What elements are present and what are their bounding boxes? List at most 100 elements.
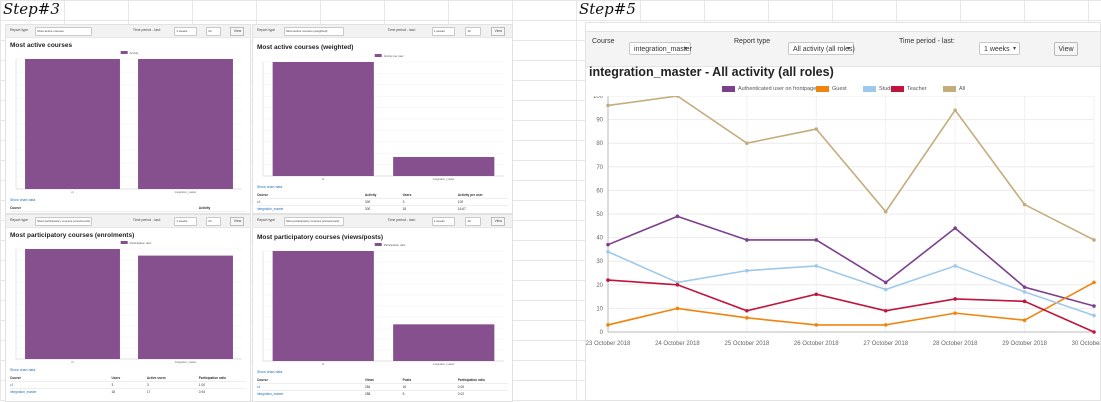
x-tick-label: 29 October 2018 — [1002, 341, 1047, 347]
report-type-select[interactable]: Most participatory courses (enrolments) — [35, 217, 92, 226]
course-select[interactable]: integration_master ▾ — [629, 42, 692, 55]
table-cell: 100 — [457, 200, 464, 204]
table-cell: 288 — [364, 392, 371, 396]
report-type-label: Report type — [257, 28, 276, 32]
bar — [138, 255, 233, 359]
view-button[interactable]: View — [491, 27, 506, 36]
course-label: Course — [592, 38, 615, 45]
view-button[interactable]: View — [230, 217, 245, 226]
series-line — [606, 278, 1096, 334]
data-point — [1092, 313, 1096, 318]
bar — [25, 59, 120, 189]
data-point — [675, 96, 680, 98]
data-table: Course Views Posts Participation ratio c1 284… — [257, 377, 508, 397]
x-tick-label: c1 — [71, 190, 74, 194]
report-controls-bar: Report type Most participatory courses (e… — [6, 215, 250, 228]
limit-select[interactable]: 10 — [206, 27, 222, 36]
course-link[interactable]: c1 — [10, 383, 14, 387]
table-cell: 3 — [111, 383, 114, 387]
column-header: Course — [257, 193, 268, 197]
course-link[interactable]: integration_master — [10, 390, 37, 394]
x-tick-label: integration_master — [433, 362, 455, 366]
series-path — [607, 279, 1095, 333]
x-tick-label: c1 — [322, 177, 325, 181]
table-cell: 18 — [402, 207, 407, 211]
column-header: Views — [364, 378, 374, 382]
data-point — [1022, 290, 1027, 294]
data-point — [1022, 202, 1027, 207]
chart-title: Most participatory courses (views/posts) — [257, 234, 384, 241]
limit-select[interactable]: 10 — [206, 217, 222, 226]
limit-select[interactable]: 10 — [465, 27, 482, 36]
data-point — [883, 287, 888, 292]
time-period-label: Time period - last: — [387, 28, 416, 32]
table-cell: 0.06 — [457, 385, 465, 389]
legend-swatch — [374, 243, 382, 246]
data-point — [814, 323, 819, 327]
legend-swatch — [120, 51, 128, 54]
data-point — [883, 323, 888, 327]
table-cell: 0.02 — [457, 392, 465, 396]
course-link[interactable]: c1 — [257, 385, 261, 389]
data-point — [606, 103, 610, 108]
bar — [272, 251, 374, 361]
page-title: integration_master - All activity (all r… — [589, 65, 834, 79]
y-tick-label: 70 — [596, 165, 603, 171]
data-point — [1092, 330, 1096, 334]
table-header: Course Views Posts Participation ratio — [257, 377, 508, 383]
data-point — [883, 308, 888, 313]
table-cell: 16.67 — [457, 207, 466, 211]
time-period-label: Time period - last: — [132, 218, 161, 222]
column-header: Course — [10, 206, 21, 210]
show-chart-data-link[interactable]: Show chart data — [257, 185, 283, 189]
time-period-select[interactable]: 1 weeks — [431, 217, 456, 226]
series-path — [607, 281, 1095, 326]
data-point — [1022, 318, 1027, 322]
table-cell: 284 — [364, 385, 371, 389]
table-header: Course Activity — [10, 205, 246, 211]
x-tick-label: c1 — [71, 360, 74, 364]
legend-label: Participation ratio — [130, 241, 152, 245]
show-chart-data-link[interactable]: Show chart data — [10, 198, 36, 202]
data-point — [675, 283, 680, 287]
data-point — [606, 323, 610, 327]
table-cell: 3 — [146, 383, 149, 387]
data-point — [814, 127, 819, 131]
show-chart-data-link[interactable]: Show chart data — [10, 368, 36, 372]
y-tick-label: 30 — [596, 259, 603, 265]
show-chart-data-link[interactable]: Show chart data — [257, 370, 283, 374]
table-header: Course Users Active users Participation rat… — [10, 375, 246, 381]
report-type-label: Report type — [734, 38, 771, 45]
legend-item: Authenticated user on frontpage — [722, 86, 816, 94]
table-row: integration_master 300 18 16.67 — [257, 205, 508, 212]
time-period-select[interactable]: 1 weeks ▾ — [979, 42, 1020, 55]
time-period-select[interactable]: 1 weeks — [174, 217, 197, 226]
legend-label: Teacher — [907, 86, 927, 92]
table-cell: 1.00 — [198, 383, 206, 387]
report-type-select[interactable]: Most participatory courses (views/posts) — [284, 217, 345, 226]
report-type-select[interactable]: Most active courses — [35, 27, 92, 36]
legend-swatch — [374, 54, 382, 57]
report-type-select[interactable]: All activity (all roles) ▾ — [788, 42, 855, 55]
time-period-select[interactable]: 1 weeks — [431, 27, 456, 36]
time-period-select[interactable]: 1 weeks — [174, 27, 197, 36]
view-button[interactable]: View — [1054, 42, 1078, 56]
limit-select[interactable]: 10 — [465, 217, 482, 226]
report-type-select[interactable]: Most active courses (weighted) — [284, 27, 345, 36]
column-header: Users — [402, 193, 412, 197]
table-header: Course Activity Users Activity per user — [257, 192, 508, 198]
data-table: Course Users Active users Participation rat… — [10, 375, 246, 395]
bar — [138, 59, 233, 189]
data-point — [606, 242, 610, 247]
view-button[interactable]: View — [491, 217, 506, 226]
participatory-enrolments-panel: Report type Most participatory courses (e… — [5, 214, 251, 402]
course-link[interactable]: integration_master — [257, 392, 284, 396]
chart-legend: Activity — [120, 51, 139, 55]
course-link[interactable]: integration_master — [257, 207, 284, 211]
x-tick-label: c1 — [322, 362, 325, 366]
data-point — [883, 209, 888, 214]
legend-label: Student — [879, 86, 898, 92]
y-tick-label: 0 — [600, 330, 604, 336]
course-link[interactable]: c1 — [257, 200, 261, 204]
view-button[interactable]: View — [230, 27, 245, 36]
